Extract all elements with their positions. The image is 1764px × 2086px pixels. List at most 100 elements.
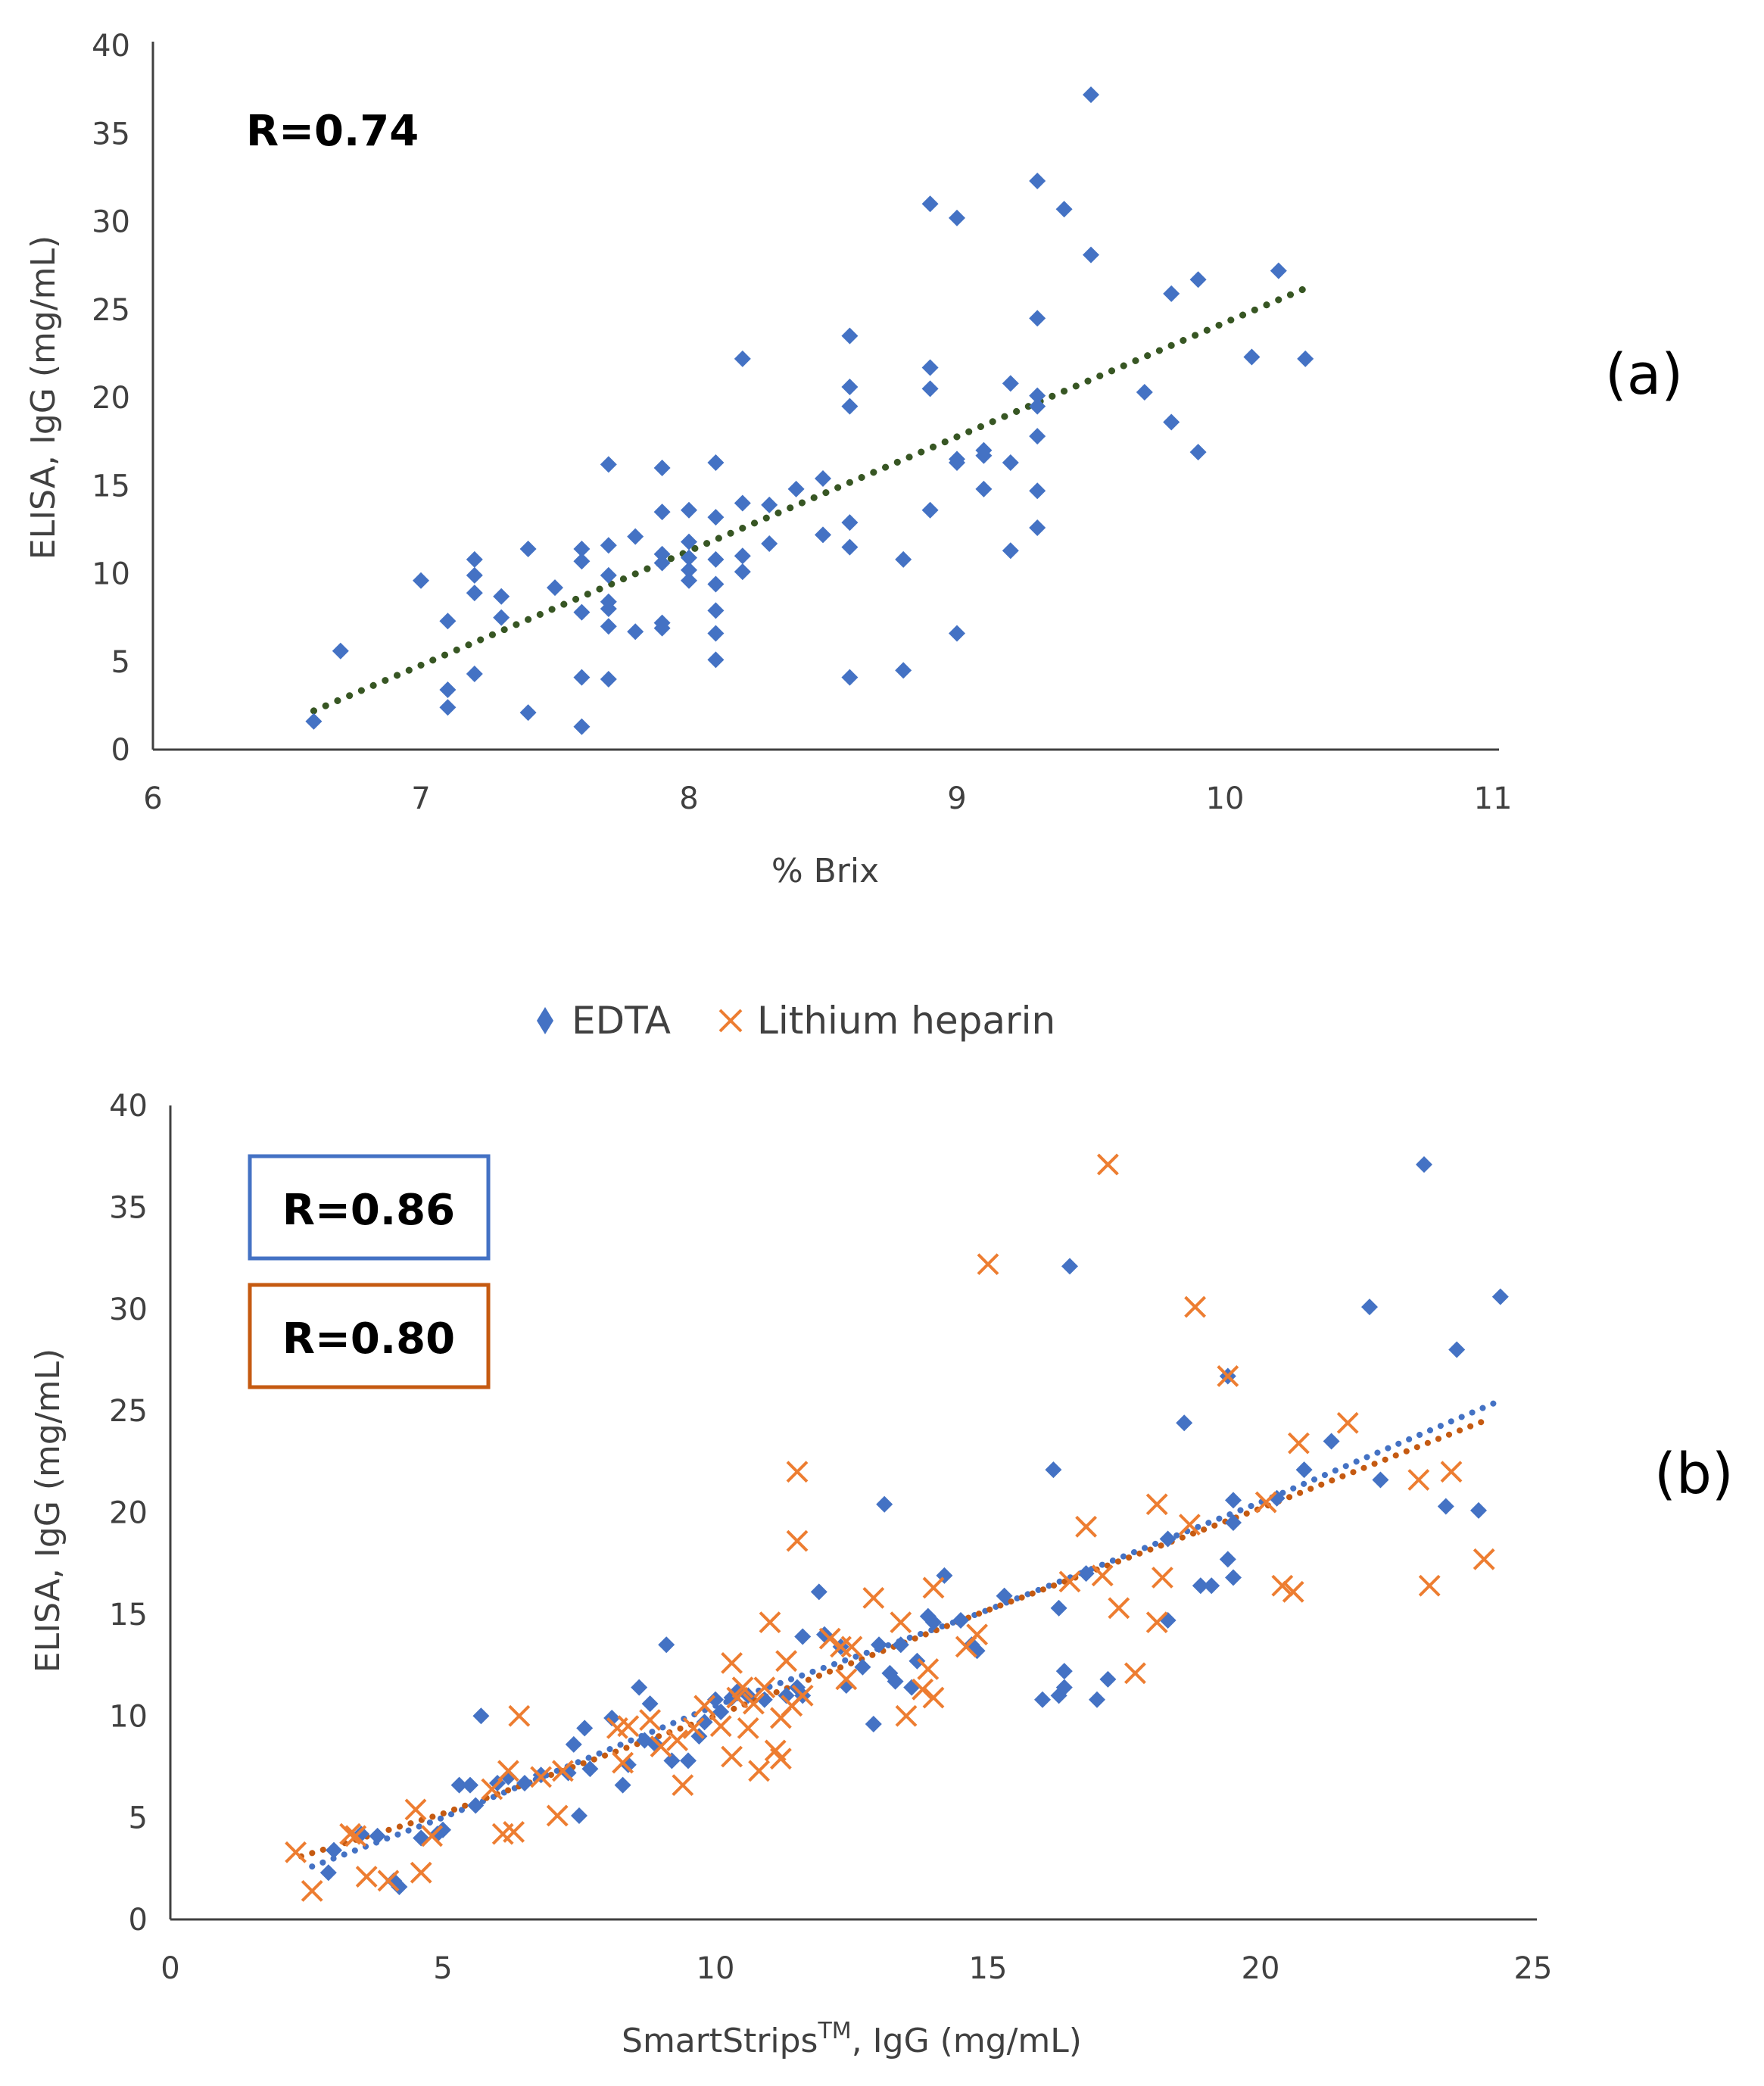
chart-a-y-tick-label: 30 — [92, 205, 130, 240]
chart-b-point-edta — [892, 1636, 909, 1654]
chart-a-point-edta — [841, 514, 859, 532]
chart-a-point-edta — [1083, 246, 1099, 263]
chart-a-point-edta — [600, 671, 617, 688]
chart-b-point-lithium-heparin — [612, 1751, 634, 1774]
chart-a-point-edta — [707, 625, 725, 642]
chart-a-point-edta — [573, 553, 591, 570]
chart-b-point-lithium-heparin — [650, 1735, 672, 1757]
chart-a-point-edta — [975, 447, 993, 464]
chart-a-r-annotation: R=0.74 — [246, 107, 419, 156]
chart-a-point-edta — [1270, 262, 1287, 279]
chart-a-y-tick-label: 40 — [92, 29, 130, 64]
chart-a-point-edta — [1243, 348, 1261, 366]
chart-b-x-axis-title-rest: , IgG (mg/mL) — [852, 2022, 1082, 2060]
chart-a-y-tick-label: 5 — [111, 645, 130, 680]
chart-a-point-edta — [949, 625, 965, 642]
chart-b-point-lithium-heparin — [1184, 1296, 1207, 1318]
chart-b-point-edta — [1055, 1663, 1073, 1680]
chart-b-point-edta — [1372, 1471, 1389, 1489]
chart-a-y-tick-label: 0 — [111, 733, 130, 768]
chart-b-point-lithium-heparin — [1282, 1580, 1304, 1603]
chart-a-point-edta — [1189, 444, 1207, 461]
chart-b-point-edta — [854, 1658, 871, 1676]
chart-b-point-lithium-heparin — [508, 1704, 531, 1727]
chart-b-point-edta — [658, 1636, 675, 1654]
chart-a-point-edta — [734, 547, 751, 565]
chart-b-y-tick-label: 5 — [129, 1801, 148, 1836]
chart-b-x-tick-label: 0 — [161, 1951, 179, 1986]
chart-a-point-edta — [439, 681, 457, 698]
chart-a-point-edta — [975, 480, 993, 497]
chart-a-panel-label: (a) — [1605, 342, 1683, 407]
chart-a-point-edta — [1029, 482, 1046, 500]
chart-b-point-lithium-heparin — [666, 1729, 689, 1751]
chart-b-point-edta — [876, 1495, 893, 1513]
legend-lithium-heparin-label: Lithium heparin — [757, 999, 1055, 1043]
chart-a-x-ticks: 6 7 8 9 10 11 — [143, 781, 1512, 816]
chart-a-point-edta — [707, 454, 725, 472]
chart-b-point-edta — [712, 1703, 730, 1720]
chart-a-y-tick-label: 10 — [92, 557, 130, 592]
chart-b-point-lithium-heparin — [791, 1684, 814, 1707]
chart-b-point-edta — [696, 1713, 713, 1731]
chart-b-point-lithium-heparin — [775, 1650, 798, 1673]
chart-b-point-edta — [472, 1707, 490, 1725]
chart-b-point-lithium-heparin — [1407, 1469, 1430, 1491]
chart-b-point-lithium-heparin — [721, 1651, 743, 1674]
chart-b-point-lithium-heparin — [1096, 1153, 1119, 1176]
chart-a-point-edta — [600, 618, 617, 635]
chart-b-point-lithium-heparin — [742, 1692, 765, 1715]
legend-edta-label: EDTA — [572, 999, 671, 1043]
chart-a-point-edta — [466, 550, 483, 568]
chart-b-point-lithium-heparin — [421, 1825, 444, 1847]
chart-a-point-edta — [627, 528, 644, 545]
chart-b-y-axis-title: ELISA, IgG (mg/mL) — [29, 1349, 67, 1673]
chart-a-point-edta — [681, 572, 697, 589]
chart-b-x-axis-title-superscript: TM — [817, 2018, 851, 2044]
chart-a-point-edta — [841, 398, 859, 415]
chart-a-point-edta — [841, 327, 859, 345]
chart-b-point-lithium-heparin — [786, 1461, 809, 1483]
chart-a-y-tick-label: 15 — [92, 469, 130, 504]
chart-b-y-tick-label: 35 — [109, 1190, 148, 1225]
chart-a-trendline — [310, 285, 1309, 715]
chart-a-point-edta — [1002, 454, 1019, 472]
chart-a-point-edta — [921, 380, 939, 398]
chart-b-point-edta — [663, 1752, 681, 1770]
chart-b-point-lithium-heparin — [682, 1717, 705, 1739]
chart-b-point-edta — [1045, 1461, 1062, 1479]
chart-b-point-lithium-heparin — [966, 1623, 989, 1646]
chart-b-point-edta — [952, 1611, 969, 1629]
chart-b-point-lithium-heparin — [759, 1611, 781, 1634]
chart-b-point-edta — [1323, 1433, 1340, 1450]
chart-b-point-lithium-heparin — [1178, 1514, 1201, 1536]
chart-b-x-axis-title: SmartStripsTM, IgG (mg/mL) — [622, 2018, 1082, 2060]
chart-b-point-lithium-heparin — [1145, 1493, 1168, 1516]
chart-b-point-lithium-heparin — [1336, 1411, 1359, 1434]
chart-b-point-lithium-heparin — [862, 1586, 885, 1609]
chart-b-point-lithium-heparin — [1473, 1548, 1495, 1570]
chart-b-y-tick-label: 10 — [109, 1699, 148, 1734]
chart-b-point-edta — [1225, 1492, 1242, 1509]
chart-b-point-lithium-heparin — [786, 1529, 809, 1552]
chart-b-point-lithium-heparin — [377, 1869, 400, 1892]
chart-a-point-edta — [600, 566, 617, 584]
chart-b-point-edta — [1203, 1577, 1220, 1595]
chart-b-point-edta — [516, 1774, 533, 1791]
chart-b-point-edta — [794, 1628, 812, 1645]
chart-a-point-edta — [707, 651, 725, 669]
chart-b-point-lithium-heparin — [1418, 1574, 1441, 1597]
chart-a-x-tick-label: 8 — [679, 781, 698, 816]
chart-b-point-edta — [908, 1652, 926, 1670]
chart-b-edta-trendline — [309, 1397, 1504, 1870]
chart-b-point-lithium-heparin — [748, 1760, 771, 1782]
chart-a-x-tick-label: 11 — [1474, 781, 1513, 816]
chart-b-point-lithium-heparin — [693, 1695, 716, 1717]
chart-b-y-tick-label: 25 — [109, 1394, 148, 1429]
chart-b-point-lithium-heparin — [726, 1686, 749, 1709]
chart-a-point-edta — [1002, 375, 1019, 392]
chart-b-point-edta — [1416, 1155, 1432, 1173]
chart-a-point-edta — [439, 699, 457, 716]
chart-b-point-lithium-heparin — [895, 1704, 918, 1727]
chart-a-point-edta — [1029, 519, 1046, 537]
